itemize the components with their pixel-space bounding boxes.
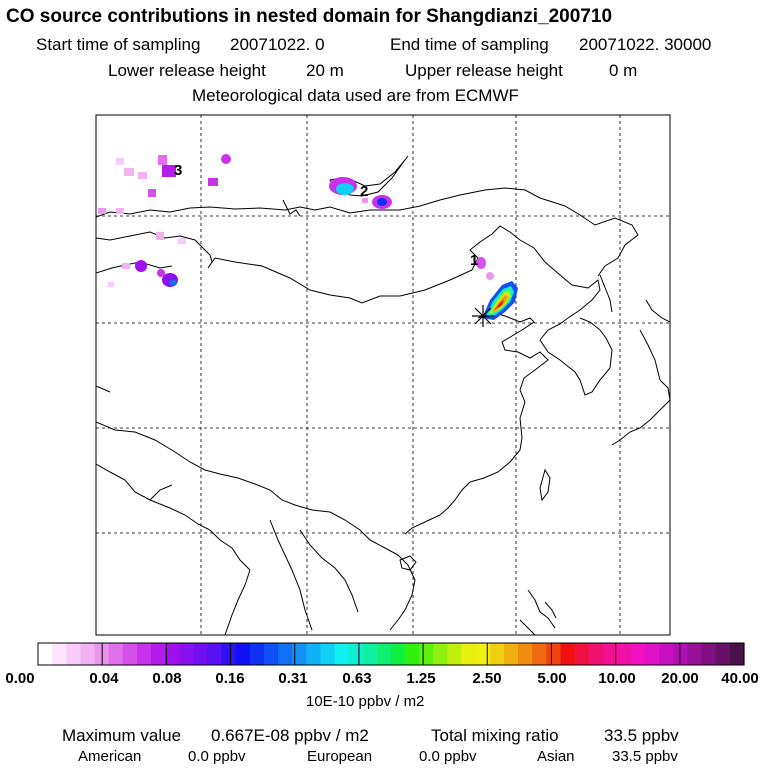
colorbar-tick: 40.00 (721, 670, 759, 687)
colorbar-cell (320, 643, 336, 665)
colorbar-cell (52, 643, 67, 665)
lower-release-label: Lower release height (108, 61, 266, 80)
region-name-european: European (307, 748, 373, 765)
colorbar-cell (66, 643, 81, 665)
colorbar-cell (447, 643, 463, 665)
colorbar-cell (278, 643, 293, 665)
station-marker-icon (472, 305, 494, 327)
colorbar-cell (645, 643, 660, 665)
colorbar-cell (235, 643, 251, 665)
colorbar-cell (701, 643, 717, 665)
marker-label-3: 3 (174, 162, 183, 179)
colorbar-cell (588, 643, 604, 665)
colorbar-cell (179, 643, 194, 665)
colorbar-cell (249, 643, 265, 665)
colorbar-cell (715, 643, 731, 665)
colorbar-cell (687, 643, 703, 665)
colorbar-tick: 0.16 (215, 670, 245, 687)
upper-release-label: Upper release height (405, 61, 563, 80)
colorbar-cell (38, 643, 53, 665)
colorbar-cell (334, 643, 350, 665)
colorbar-tick: 0.00 (5, 670, 35, 687)
max-value-label: Maximum value (62, 726, 182, 745)
colorbar-tick: 20.00 (661, 670, 699, 687)
map-boundaries (96, 155, 670, 635)
lower-release-value: 20 m (306, 61, 344, 80)
colorbar-cell (503, 643, 519, 665)
colorbar-tick: 0.04 (89, 670, 119, 687)
colorbar-cell (546, 643, 562, 665)
colorbar-cell (616, 643, 632, 665)
colorbar-tick: 0.31 (278, 670, 308, 687)
figure-title: CO source contributions in nested domain… (6, 6, 613, 27)
region-value-asian: 33.5 ppbv (612, 748, 678, 765)
colorbar-tick: 5.00 (537, 670, 567, 687)
marker-label-1: 1 (470, 252, 479, 269)
total-mixing-value: 33.5 ppbv (604, 726, 679, 745)
max-value: 0.667E-08 ppbv / m2 (211, 726, 369, 745)
colorbar-cell (405, 643, 420, 665)
colorbar-cell (122, 643, 138, 665)
colorbar-cell (376, 643, 392, 665)
colorbar-cell (108, 643, 124, 665)
colorbar-tick: 0.08 (152, 670, 182, 687)
colorbar-cell (518, 643, 533, 665)
colorbar-cell (391, 643, 406, 665)
colorbar-frame (37, 642, 745, 666)
colorbar-tick: 2.50 (472, 670, 502, 687)
colorbar-cell (631, 643, 646, 665)
region-name-american: American (78, 748, 142, 765)
colorbar-cell (602, 643, 618, 665)
end-time-label: End time of sampling (390, 35, 549, 54)
colorbar-cell (150, 643, 166, 665)
region-value-european: 0.0 ppbv (419, 748, 477, 765)
colorbar (38, 643, 745, 665)
colorbar-cell (207, 643, 223, 665)
colorbar-cell (659, 643, 674, 665)
concentration-field (98, 154, 518, 320)
region-name-asian: Asian (537, 748, 575, 765)
colorbar-cell (263, 643, 279, 665)
colorbar-cell (165, 643, 180, 665)
total-mixing-label: Total mixing ratio (431, 726, 559, 745)
met-data-note: Meteorological data used are from ECMWF (192, 86, 519, 105)
colorbar-cell (574, 643, 590, 665)
colorbar-cell (306, 643, 321, 665)
region-value-american: 0.0 ppbv (188, 748, 246, 765)
colorbar-cell (489, 643, 505, 665)
colorbar-cell (532, 643, 547, 665)
colorbar-cell (292, 643, 307, 665)
colorbar-tick: 10.00 (598, 670, 636, 687)
colorbar-cell (136, 643, 152, 665)
colorbar-cell (729, 643, 745, 665)
colorbar-cell (80, 643, 96, 665)
end-time-value: 20071022. 30000 (579, 35, 712, 54)
marker-label-2: 2 (360, 183, 369, 200)
colorbar-cell (419, 643, 434, 665)
graticule (96, 115, 670, 635)
colorbar-cell (221, 643, 237, 665)
upper-release-value: 0 m (609, 61, 638, 80)
map-frame (95, 114, 671, 636)
colorbar-unit: 10E-10 ppbv / m2 (306, 693, 425, 710)
colorbar-cell (433, 643, 449, 665)
colorbar-cell (193, 643, 209, 665)
colorbar-cell (475, 643, 491, 665)
colorbar-cell (673, 643, 689, 665)
colorbar-tick: 0.63 (342, 670, 372, 687)
colorbar-tick: 1.25 (406, 670, 436, 687)
colorbar-cell (362, 643, 378, 665)
colorbar-cell (560, 643, 576, 665)
colorbar-cell (348, 643, 364, 665)
colorbar-cell (461, 643, 477, 665)
start-time-label: Start time of sampling (36, 35, 201, 54)
start-time-value: 20071022. 0 (230, 35, 325, 54)
